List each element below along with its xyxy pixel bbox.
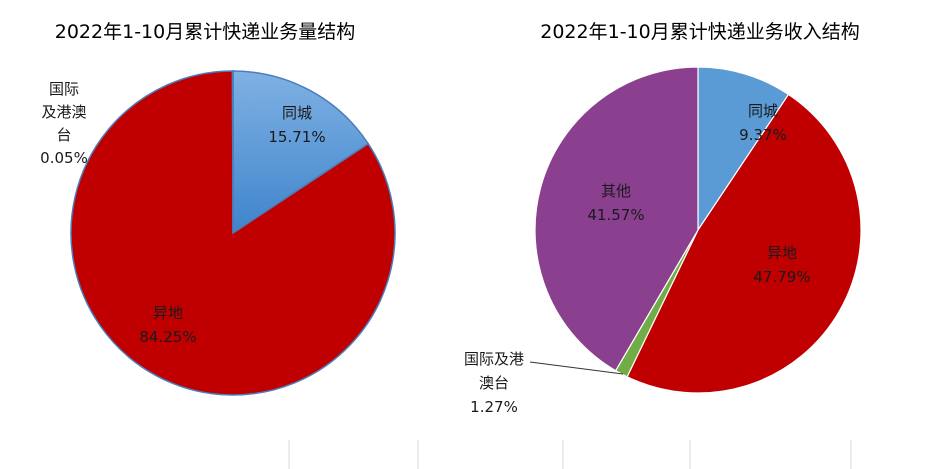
slice-name-label: 及港澳 [41, 103, 86, 121]
slice-percent-label: 47.79% [753, 268, 810, 286]
slice-percent-label: 9.37% [739, 126, 787, 144]
slice-name-label: 台 [56, 126, 71, 144]
revenue-structure-chart: 2022年1-10月累计快递业务收入结构 同城 9.37% 异地 47.79% 国际及港… [464, 21, 862, 416]
slice-name-label: 国际及港 [464, 350, 524, 368]
slice-percent-label: 1.27% [470, 398, 518, 416]
slice-percent-label: 84.25% [139, 328, 196, 346]
slice-name-label: 国际 [49, 80, 79, 98]
slice-name-label: 澳台 [479, 374, 509, 392]
pie-slice-3 [231, 70, 234, 234]
slice-name-label: 异地 [767, 244, 797, 262]
leader-line [529, 361, 624, 375]
slice-percent-label: 41.57% [587, 206, 644, 224]
slice-name-label: 其他 [601, 182, 631, 200]
volume-structure-chart: 2022年1-10月累计快递业务量结构 同城 15.71% 异地 84.25% 国际及港… [40, 21, 396, 396]
pie-slice-4 [534, 66, 699, 372]
slice-name-label: 异地 [153, 304, 183, 322]
pie-slice-1 [697, 66, 790, 232]
slice-percent-label: 0.05% [40, 149, 88, 167]
slice-name-label: 同城 [282, 104, 312, 122]
pie-slice-1 [232, 70, 370, 235]
chart-title: 2022年1-10月累计快递业务收入结构 [540, 21, 859, 43]
chart-title: 2022年1-10月累计快递业务量结构 [55, 21, 355, 43]
pie-slice-2 [626, 93, 862, 394]
slice-percent-label: 15.71% [268, 128, 325, 146]
slice-name-label: 同城 [748, 102, 778, 120]
